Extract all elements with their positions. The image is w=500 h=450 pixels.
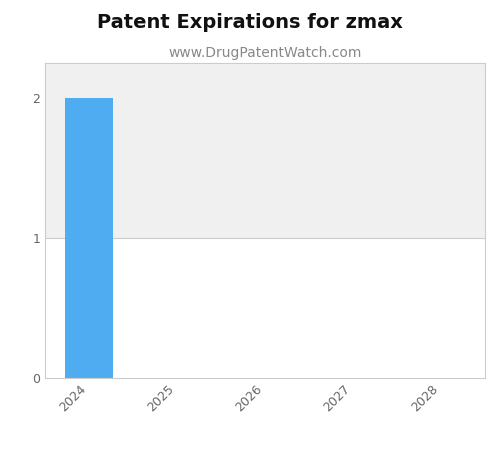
Title: www.DrugPatentWatch.com: www.DrugPatentWatch.com — [168, 46, 362, 60]
Text: Patent Expirations for zmax: Patent Expirations for zmax — [97, 14, 403, 32]
Bar — [65, 98, 113, 378]
Bar — [45, 238, 485, 378]
Bar — [45, 63, 485, 238]
